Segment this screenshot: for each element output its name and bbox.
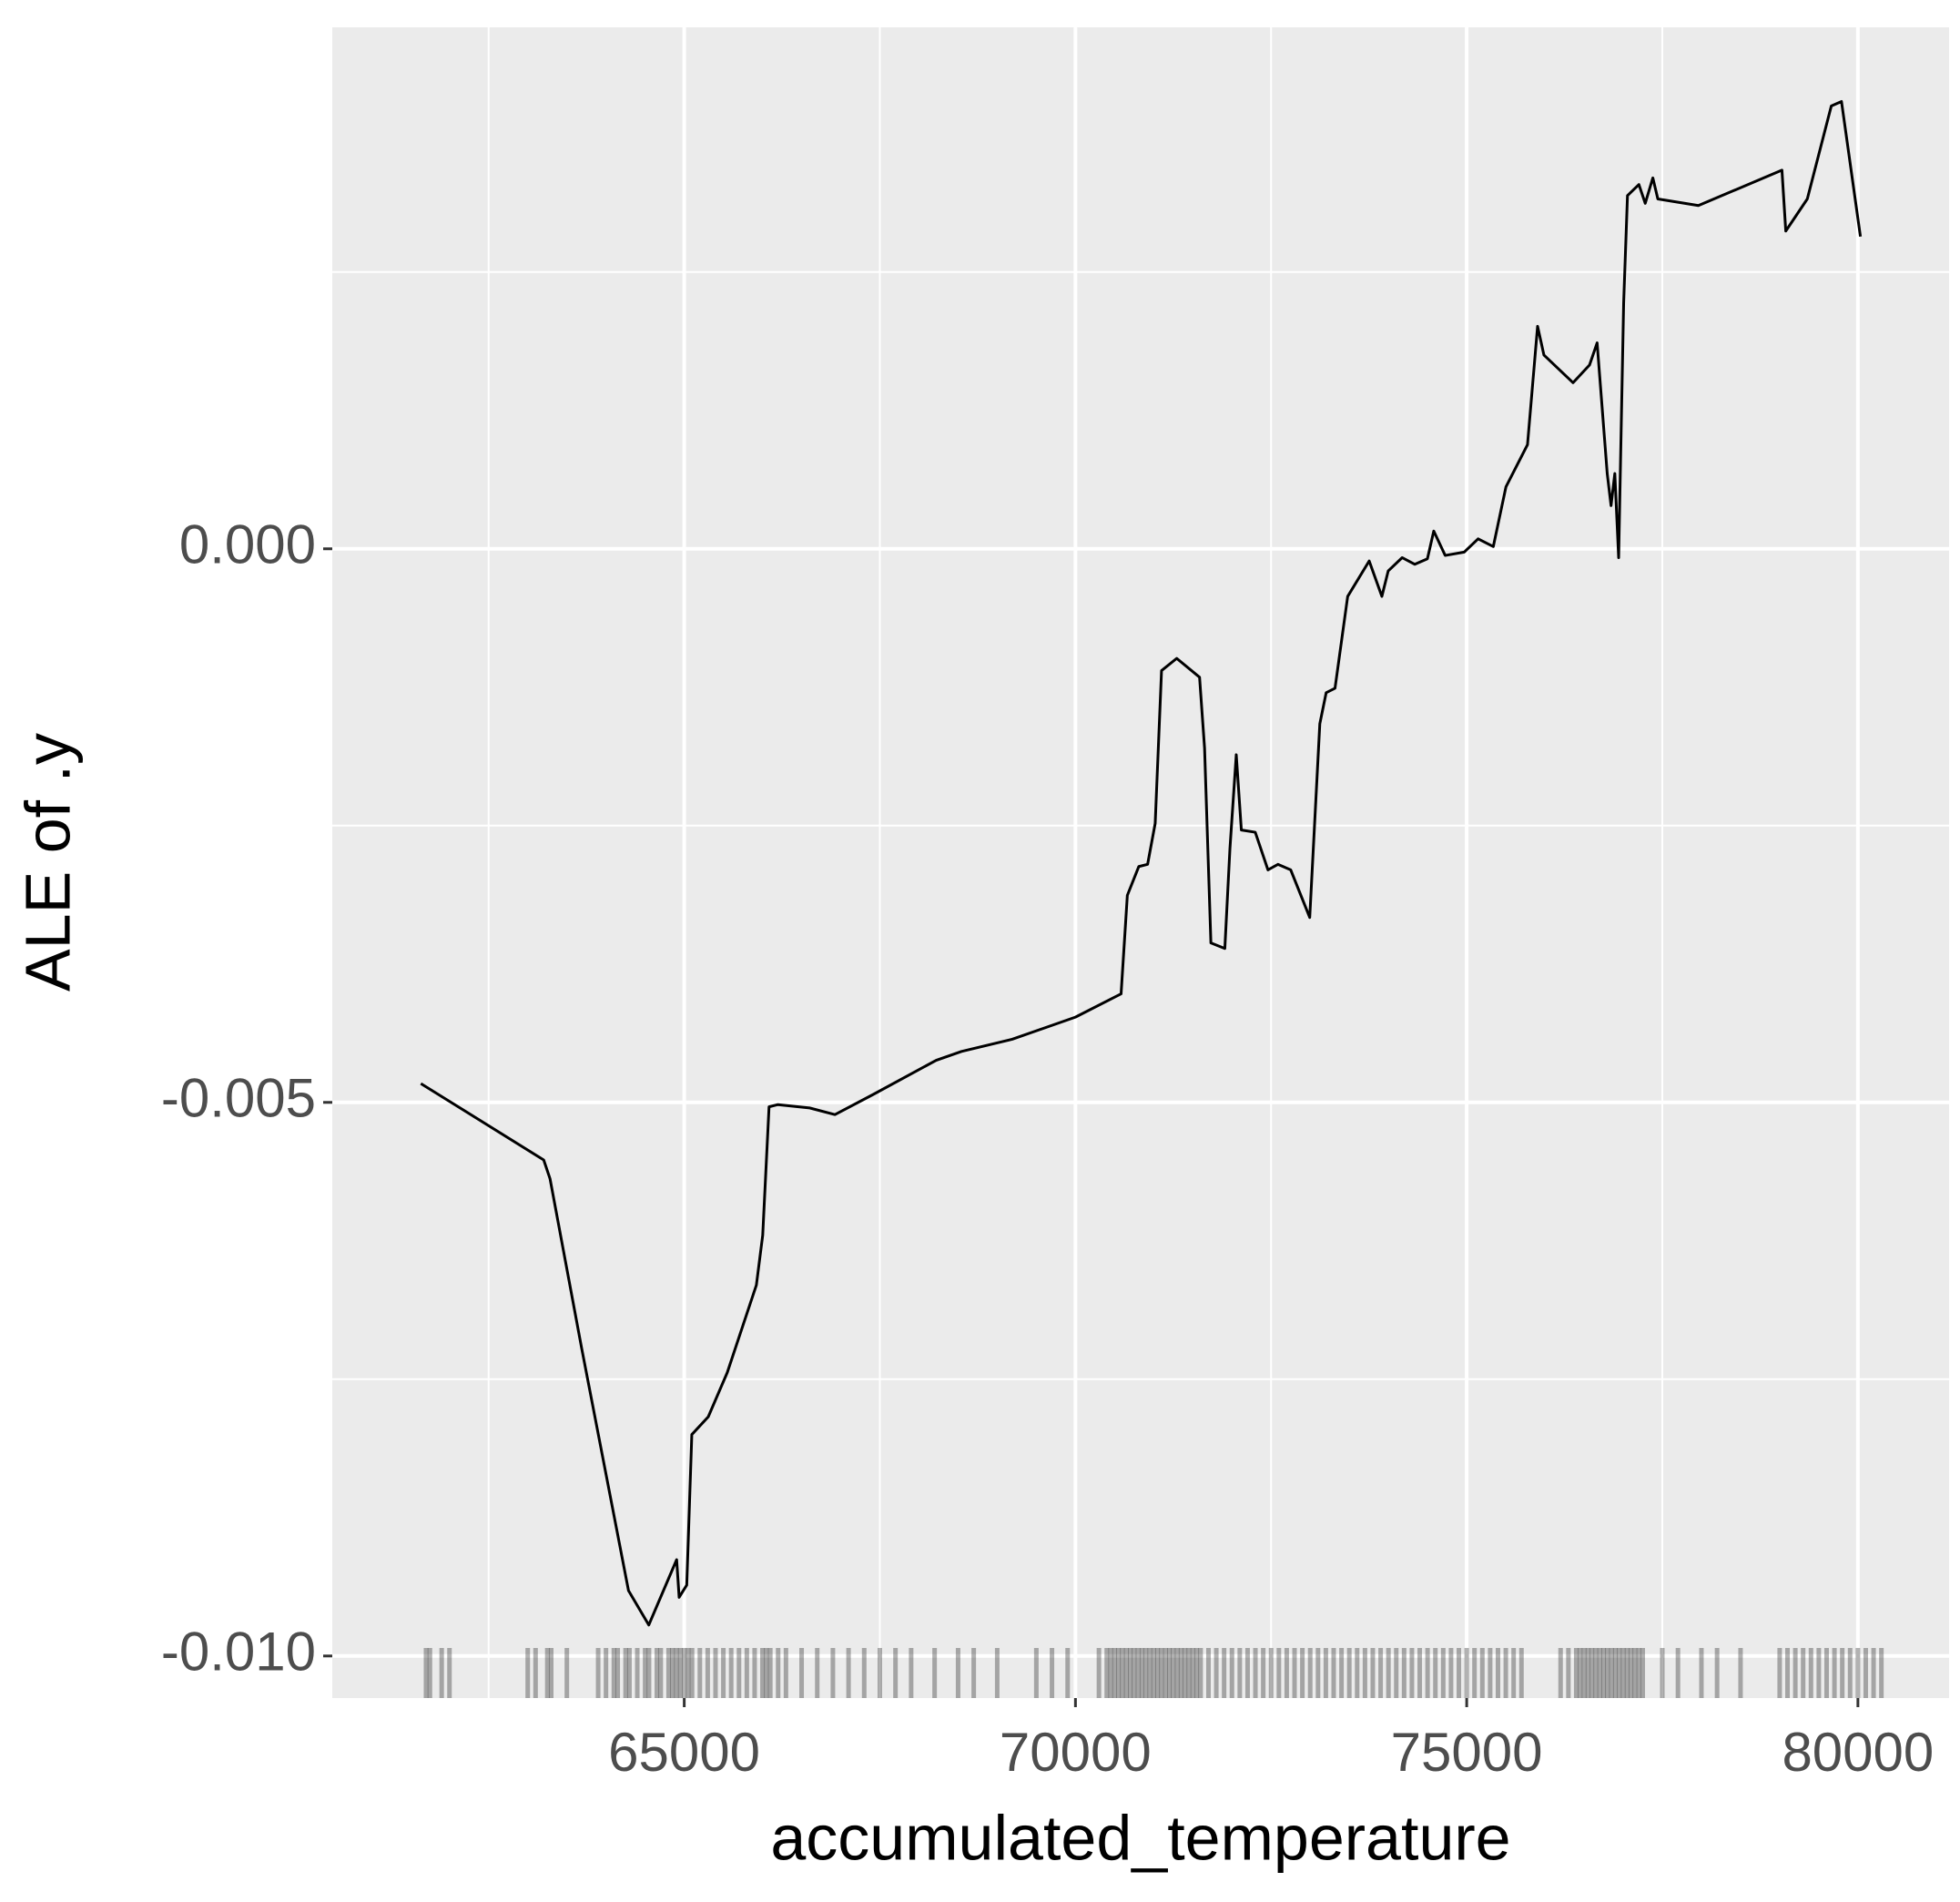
x-tick-label: 80000 [1782, 1722, 1934, 1783]
y-tick-label: -0.010 [161, 1622, 316, 1683]
y-tick-label: -0.005 [161, 1068, 316, 1129]
x-axis-title: accumulated_temperature [770, 1802, 1510, 1873]
x-tick-label: 65000 [608, 1722, 760, 1783]
y-axis-title: ALE of .y [12, 733, 83, 992]
ale-line [420, 99, 1863, 1627]
y-tick-label: 0.000 [179, 514, 316, 575]
x-tick-label: 70000 [1000, 1722, 1152, 1783]
plot-panel [332, 27, 1949, 1698]
x-tick-label: 75000 [1391, 1722, 1543, 1783]
